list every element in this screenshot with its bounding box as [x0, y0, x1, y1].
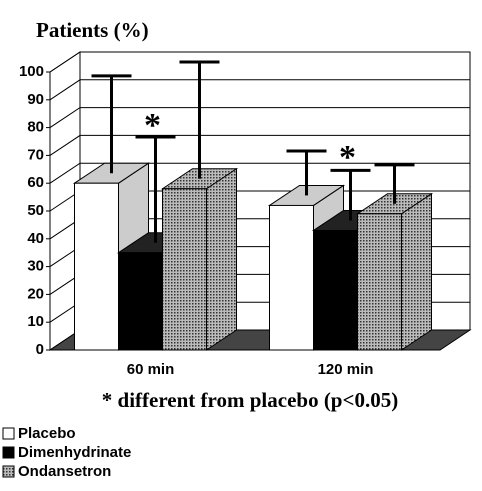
legend-label: Dimenhydrinate: [18, 444, 131, 461]
bar: [355, 163, 434, 351]
y-tick-label: 30: [27, 258, 44, 275]
grid-line: [49, 134, 470, 156]
grid-line: [49, 79, 470, 101]
legend-swatch: [2, 446, 15, 459]
y-tick-label: 50: [27, 202, 44, 219]
bar-front: [74, 182, 119, 351]
x-tick-label: 120 min: [318, 361, 374, 378]
legend-swatch: [2, 465, 15, 478]
y-tick-label: 0: [36, 341, 44, 358]
legend-swatch: [2, 427, 15, 440]
x-tick-label: 60 min: [127, 361, 175, 378]
y-tick-label: 10: [27, 313, 44, 330]
bar-front: [269, 204, 314, 351]
bar-side: [206, 167, 237, 351]
y-tick-label: 20: [27, 285, 44, 302]
chart-title: Patients (%): [36, 18, 149, 42]
grid-line: [49, 51, 470, 73]
y-tick-label: 80: [27, 119, 44, 136]
grid-line: [49, 162, 470, 184]
legend-label: Placebo: [18, 425, 76, 442]
legend-label: Ondansetron: [18, 463, 111, 480]
y-tick-label: 40: [27, 230, 44, 247]
bar-front: [118, 252, 163, 351]
grid-line: [49, 107, 470, 129]
bar: [160, 60, 239, 351]
bar-front: [313, 229, 358, 351]
annotation: *: [144, 107, 161, 144]
annotation: *: [339, 139, 356, 176]
bar-front: [162, 188, 207, 351]
y-tick-label: 100: [19, 63, 44, 80]
y-tick-label: 70: [27, 146, 44, 163]
bar-side: [401, 192, 432, 351]
bar-front: [357, 213, 402, 351]
footnote: * different from placebo (p<0.05): [102, 388, 398, 412]
y-tick-label: 60: [27, 174, 44, 191]
y-tick-label: 90: [27, 91, 44, 108]
